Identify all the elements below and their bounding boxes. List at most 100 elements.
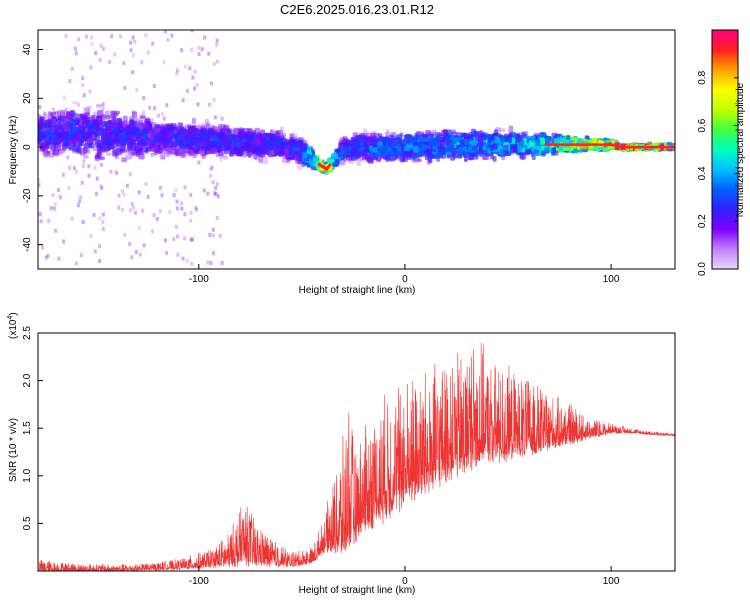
- spectrogram-cell: [143, 118, 151, 123]
- spectrogram-cell: [126, 142, 133, 149]
- spectrogram-cell: [42, 150, 48, 159]
- spectrogram-cell: [141, 115, 146, 119]
- spectrogram-cell: [88, 130, 93, 138]
- spectrogram-cell: [200, 122, 207, 126]
- spectrogram-cell: [511, 137, 516, 145]
- spectrogram-cell: [473, 144, 478, 151]
- spectrogram-cell: [426, 149, 432, 153]
- spectrogram-cell: [368, 150, 373, 157]
- spectrogram-cell: [295, 158, 302, 165]
- spectrogram-cell: [59, 137, 64, 143]
- spectrogram-cell: [197, 124, 201, 128]
- spectrogram-cell: [233, 127, 239, 134]
- spectrogram-cell: [135, 150, 141, 157]
- spectrogram-cell: [84, 140, 89, 145]
- spectrogram-cell: [439, 139, 445, 146]
- spectrogram-cell: [68, 146, 74, 151]
- spectrogram-cell: [498, 128, 506, 132]
- spectrogram-cell: [121, 121, 128, 125]
- spectrogram-cell: [294, 151, 301, 156]
- spectrogram-cell: [273, 149, 278, 157]
- spectrogram-cell: [168, 140, 175, 147]
- spectrogram-cell: [104, 122, 109, 127]
- spectrogram-cell: [362, 128, 368, 136]
- spectrogram-cell: [94, 132, 101, 141]
- spectrogram-cell: [86, 105, 93, 110]
- spectrogram-cell: [390, 155, 396, 162]
- spectrogram-cell: [111, 116, 116, 125]
- spectrogram-cell: [149, 139, 154, 144]
- spectrogram-cell: [43, 150, 50, 158]
- spectrogram-cell: [43, 113, 48, 120]
- spectrogram-cell: [293, 132, 299, 138]
- spectrogram-cell: [110, 113, 118, 117]
- spectrogram-cell: [484, 151, 489, 157]
- spectrogram-cell: [218, 131, 224, 140]
- spectrogram-cell: [159, 152, 166, 160]
- spectrogram-cell: [51, 149, 56, 156]
- spectrogram-cell: [227, 141, 232, 148]
- spectrogram-cell: [87, 138, 92, 144]
- spectrogram-cell: [81, 120, 88, 125]
- spectrogram-cell: [39, 117, 44, 124]
- spectrogram-cell: [205, 118, 209, 124]
- spectrogram-cell: [127, 146, 133, 155]
- spectrogram-cell: [104, 110, 110, 119]
- spectrogram-cell: [340, 159, 346, 166]
- spectrogram-cell: [105, 126, 112, 131]
- spectrogram-cell: [58, 125, 65, 129]
- spectrogram-cell: [97, 144, 102, 148]
- spectrogram-cell: [72, 138, 77, 144]
- spectrogram-cell: [262, 156, 269, 165]
- spectrogram-cell: [446, 153, 451, 159]
- spectrogram-cell: [379, 135, 383, 141]
- spectrogram-cell: [210, 134, 217, 142]
- spectrogram-cell: [537, 134, 541, 138]
- spectrogram-cell: [279, 126, 284, 133]
- spectrogram-cell: [218, 124, 222, 130]
- spectrogram-cell: [133, 117, 139, 122]
- spectrogram-cell: [131, 111, 138, 118]
- spectrogram-cell: [50, 128, 55, 134]
- spectrogram-cell: [62, 129, 68, 136]
- spectrogram-cell: [443, 133, 450, 141]
- spectrogram-cell: [254, 155, 259, 161]
- spectrogram-cell: [508, 125, 514, 134]
- spectrogram-cell: [245, 153, 252, 157]
- spectrogram-cell: [86, 149, 91, 154]
- spectrogram-cell: [161, 143, 168, 149]
- spectrogram-cell: [157, 148, 164, 153]
- spectrogram-marks: [38, 30, 675, 266]
- spectrogram-cell: [116, 138, 121, 144]
- spectrogram-cell: [83, 143, 90, 149]
- spectrogram-cell: [122, 126, 127, 131]
- spectrogram-cell: [467, 132, 473, 140]
- spectrogram-cell: [473, 132, 478, 138]
- spectrogram-cell: [223, 155, 228, 160]
- spectrogram-cell: [174, 149, 179, 156]
- spectrogram-cell: [281, 156, 287, 163]
- spectrogram-cell: [211, 125, 216, 131]
- spectrogram-cell: [56, 119, 62, 124]
- spectrogram-cell: [309, 158, 314, 167]
- spectrogram-cell: [356, 157, 362, 166]
- spectrogram-cell: [450, 129, 456, 135]
- spectrogram-cell: [465, 151, 470, 155]
- spectrogram-cell: [269, 135, 274, 142]
- spectrogram-cell: [592, 137, 597, 144]
- spectrogram-cell: [498, 148, 504, 156]
- spectrogram-cell: [75, 117, 81, 123]
- spectrogram-cell: [479, 146, 484, 152]
- spectrogram-cell: [205, 131, 212, 136]
- spectrogram-cell: [150, 118, 154, 124]
- spectrogram-cell: [453, 153, 457, 159]
- spectrogram-cell: [218, 144, 225, 148]
- spectrogram-cell: [97, 109, 104, 118]
- spectrogram-cell: [89, 124, 94, 131]
- spectrogram-cell: [205, 123, 210, 127]
- spectrogram-cell: [222, 136, 228, 143]
- spectrogram-cell: [50, 134, 57, 140]
